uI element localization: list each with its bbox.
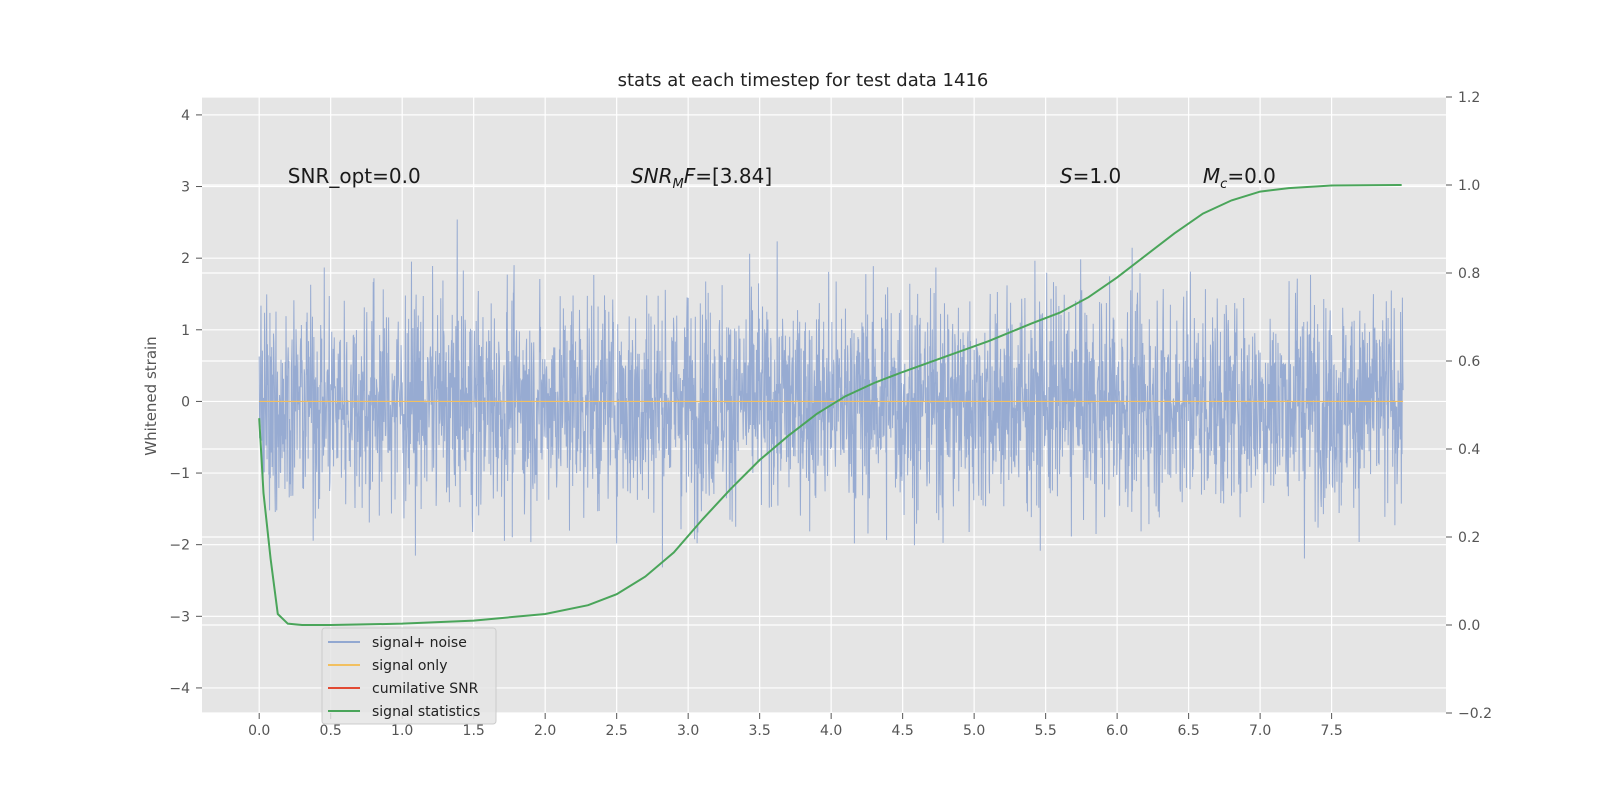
y-tick-label: −2: [169, 538, 190, 554]
series-line-3: [258, 184, 1402, 626]
y-tick-label: 3: [181, 180, 190, 196]
y-tick-label: 4: [181, 108, 190, 124]
legend: signal+ noise signal only cumilative SNR si…: [321, 627, 497, 725]
x-tick-label: 5.5: [1034, 723, 1056, 739]
x-tick-label: 6.5: [1177, 723, 1199, 739]
x-tick-label: 1.5: [463, 723, 485, 739]
x-tick-label: 1.0: [391, 723, 413, 739]
x-tick-label: 3.5: [749, 723, 771, 739]
x-tick-label: 0.0: [248, 723, 270, 739]
y2-tick-label: 0.2: [1458, 530, 1480, 546]
y-tick-label: 2: [181, 251, 190, 267]
legend-label: signal only: [372, 658, 447, 674]
annotations: SNR_opt=0.0 SNRMF=[3.84] S=1.0 Mc=0.0: [288, 164, 1276, 192]
y2-tick-label: 1.2: [1458, 90, 1480, 106]
x-tick-label: 2.0: [534, 723, 556, 739]
y2-tick-label: −0.2: [1458, 706, 1492, 722]
x-tick-label: 3.0: [677, 723, 699, 739]
annotation-text: SNR_opt=0.0: [288, 164, 421, 188]
x-tick-label: 7.5: [1320, 723, 1342, 739]
y-tick-label: −1: [169, 466, 190, 482]
x-tick-label: 0.5: [320, 723, 342, 739]
legend-label: signal statistics: [372, 704, 480, 720]
legend-label: signal+ noise: [372, 635, 467, 651]
legend-box: [321, 627, 497, 725]
chart-title: stats at each timestep for test data 141…: [618, 70, 989, 91]
y2-tick-label: 1.0: [1458, 178, 1480, 194]
y2-tick-label: 0.8: [1458, 266, 1480, 282]
y2-tick-label: 0.6: [1458, 354, 1480, 370]
x-tick-label: 6.0: [1106, 723, 1128, 739]
y-axis-right: −0.2 0.0 0.2 0.4 0.6 0.8 1.0 1.2: [1446, 90, 1492, 722]
x-tick-label: 4.0: [820, 723, 842, 739]
x-tick-label: 5.0: [963, 723, 985, 739]
x-tick-label: 4.5: [892, 723, 914, 739]
line-series: [258, 184, 1404, 626]
annotation-text: S=1.0: [1060, 164, 1121, 188]
y-tick-label: −4: [169, 681, 190, 697]
legend-label: cumilative SNR: [372, 681, 479, 697]
x-axis: 0.0 0.5 1.0 1.5 2.0 2.5 3.0 3.5 4.0 4.5 5.0 5.5 6.0 6…: [248, 713, 1343, 739]
x-tick-label: 7.0: [1249, 723, 1271, 739]
y-tick-label: 0: [181, 394, 190, 410]
y-axis-left: −4 −3 −2 −1 0 1 2 3 4: [169, 108, 202, 697]
y2-tick-label: 0.4: [1458, 442, 1480, 458]
y-tick-label: 1: [181, 323, 190, 339]
series-signal-noise-line: [258, 219, 1404, 568]
y2-tick-label: 0.0: [1458, 618, 1480, 634]
y-axis-label: Whitened strain: [142, 336, 160, 455]
y-tick-label: −3: [169, 609, 190, 625]
x-tick-label: 2.5: [606, 723, 628, 739]
annotation-text: Mc=0.0: [1203, 164, 1276, 192]
annotation-text: SNRMF=[3.84]: [631, 164, 772, 192]
noise-series: [258, 219, 1404, 568]
